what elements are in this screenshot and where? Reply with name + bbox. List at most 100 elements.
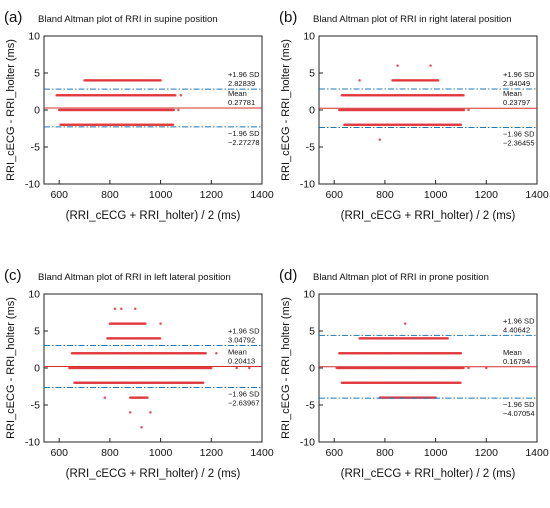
- x-tick-label: 800: [376, 189, 394, 201]
- upper-loa-label: +1.96 SD: [228, 70, 260, 79]
- y-tick-label: -5: [306, 400, 315, 412]
- chart-title: Bland Altman plot of RRI in left lateral…: [38, 272, 231, 283]
- data-point: [403, 322, 407, 325]
- chart-title: Bland Altman plot of RRI in supine posit…: [38, 14, 218, 25]
- y-tick-label: 10: [303, 289, 315, 301]
- lower-loa-value: −2.63967: [228, 399, 260, 408]
- upper-loa-value: 2.84049: [503, 79, 530, 88]
- lower-loa-value: −2.36455: [503, 138, 535, 147]
- scatter-series: [68, 307, 251, 429]
- x-tick-label: 800: [376, 447, 394, 459]
- x-tick-label: 1400: [525, 189, 549, 201]
- data-point: [113, 307, 117, 311]
- y-tick-label: 5: [309, 326, 315, 338]
- data-point: [158, 337, 162, 340]
- y-tick-label: -5: [31, 400, 40, 412]
- data-point: [179, 93, 183, 97]
- panel-label: (d): [279, 267, 297, 284]
- upper-loa-value: 3.04792: [228, 335, 255, 344]
- mean-label: Mean: [503, 89, 522, 98]
- upper-loa-value: 4.40642: [503, 325, 530, 334]
- x-tick-label: 1000: [424, 189, 448, 201]
- data-point: [462, 366, 465, 370]
- y-tick-label: -10: [300, 179, 315, 191]
- scatter-series: [338, 64, 470, 141]
- data-point: [177, 108, 180, 112]
- y-tick-label: 5: [34, 68, 40, 80]
- x-axis-label: (RRI_cECG + RRI_holter) / 2 (ms): [341, 468, 516, 480]
- y-tick-label: -10: [300, 437, 315, 449]
- y-tick-label: -5: [31, 142, 40, 154]
- data-point: [174, 93, 177, 97]
- y-axis-label: RRI_cECG - RRI_holter (ms): [5, 297, 17, 439]
- y-tick-label: 0: [34, 363, 40, 375]
- x-axis-label: (RRI_cECG + RRI_holter) / 2 (ms): [66, 468, 241, 480]
- chart-title: Bland Altman plot of RRI in right latera…: [313, 14, 512, 25]
- data-point: [210, 366, 213, 370]
- data-point: [235, 366, 238, 370]
- panel-label: (b): [279, 9, 297, 26]
- data-point: [68, 93, 71, 97]
- data-point: [459, 381, 462, 385]
- upper-loa-label: +1.96 SD: [503, 316, 535, 325]
- mean-label: Mean: [228, 89, 247, 98]
- data-point: [459, 123, 463, 127]
- data-point: [248, 366, 251, 370]
- y-tick-label: -10: [25, 437, 40, 449]
- data-point: [140, 425, 143, 429]
- x-tick-label: 600: [50, 447, 68, 459]
- x-tick-label: 1200: [475, 447, 499, 459]
- x-tick-label: 1200: [475, 189, 499, 201]
- upper-loa-label: +1.96 SD: [228, 326, 260, 335]
- data-point: [429, 64, 432, 67]
- x-tick-label: 1200: [200, 447, 224, 459]
- y-tick-label: 0: [34, 105, 40, 117]
- lower-loa-value: −2.27278: [228, 138, 260, 147]
- x-tick-label: 600: [325, 189, 343, 201]
- x-tick-label: 1000: [424, 447, 448, 459]
- data-point: [149, 411, 152, 414]
- x-tick-label: 1400: [250, 447, 274, 459]
- data-point: [358, 79, 361, 82]
- lower-loa-label: −1.96 SD: [503, 400, 535, 409]
- data-point: [128, 411, 132, 414]
- x-tick-label: 800: [101, 447, 119, 459]
- data-point: [172, 108, 176, 112]
- x-tick-label: 800: [101, 189, 119, 201]
- upper-loa-value: 2.82839: [228, 79, 255, 88]
- data-point: [171, 123, 175, 127]
- y-tick-label: 10: [28, 289, 40, 301]
- data-point: [485, 366, 488, 370]
- data-point: [378, 138, 382, 141]
- y-tick-label: 0: [309, 105, 315, 117]
- y-tick-label: 10: [28, 31, 40, 43]
- x-tick-label: 1000: [149, 189, 173, 201]
- upper-loa-label: +1.96 SD: [503, 70, 535, 79]
- mean-value: 0.16794: [503, 357, 530, 366]
- panel-label: (a): [4, 9, 22, 26]
- y-tick-label: 0: [309, 363, 315, 375]
- panel-1: (a) Bland Altman plot of RRI in supine po…: [4, 9, 274, 222]
- y-tick-label: 10: [303, 31, 315, 43]
- y-tick-label: 5: [309, 68, 315, 80]
- panel-3: (c) Bland Altman plot of RRI in left late…: [4, 267, 274, 480]
- x-axis-label: (RRI_cECG + RRI_holter) / 2 (ms): [341, 210, 516, 222]
- scatter-series: [335, 322, 488, 399]
- y-axis-label: RRI_cECG - RRI_holter (ms): [5, 39, 17, 181]
- chart-title: Bland Altman plot of RRI in prone positi…: [313, 272, 489, 283]
- data-point: [462, 108, 466, 112]
- data-point: [436, 79, 440, 82]
- lower-loa-label: −1.96 SD: [503, 129, 535, 138]
- y-tick-label: -5: [306, 142, 315, 154]
- data-point: [120, 307, 123, 311]
- x-tick-label: 1400: [525, 447, 549, 459]
- data-point: [467, 108, 470, 112]
- panel-4: (d) Bland Altman plot of RRI in prone pos…: [279, 267, 549, 480]
- x-tick-label: 600: [325, 447, 343, 459]
- data-point: [467, 366, 470, 370]
- y-tick-label: 5: [34, 326, 40, 338]
- data-point: [144, 322, 147, 325]
- lower-loa-label: −1.96 SD: [228, 129, 260, 138]
- lower-loa-value: −4.07054: [503, 409, 535, 418]
